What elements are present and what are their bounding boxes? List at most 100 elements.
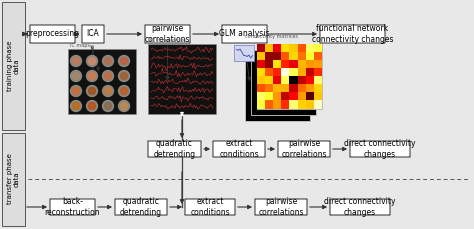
Bar <box>314 60 322 68</box>
Circle shape <box>120 57 128 65</box>
Circle shape <box>120 73 128 79</box>
Circle shape <box>89 103 95 109</box>
Bar <box>257 68 265 76</box>
Circle shape <box>104 57 111 65</box>
Text: extract
conditions: extract conditions <box>190 197 230 217</box>
Bar <box>306 92 314 101</box>
Bar <box>314 84 322 93</box>
Bar <box>265 68 274 76</box>
Text: direct connectivity
changes: direct connectivity changes <box>324 197 396 217</box>
Bar <box>265 60 274 68</box>
Circle shape <box>86 71 98 82</box>
FancyBboxPatch shape <box>350 141 410 157</box>
Circle shape <box>104 103 111 109</box>
Bar <box>314 76 322 85</box>
Bar <box>273 84 282 93</box>
Circle shape <box>73 73 80 79</box>
FancyBboxPatch shape <box>320 25 385 43</box>
Bar <box>257 84 265 93</box>
Bar <box>282 60 290 68</box>
Text: transfer phase
data: transfer phase data <box>7 154 19 204</box>
Bar <box>306 52 314 60</box>
Circle shape <box>71 85 82 96</box>
Bar <box>257 52 265 60</box>
Text: extract
conditions: extract conditions <box>219 139 259 159</box>
Text: ICA: ICA <box>87 30 100 38</box>
Bar <box>265 92 274 101</box>
FancyBboxPatch shape <box>115 199 167 215</box>
Bar <box>265 76 274 85</box>
Circle shape <box>71 71 82 82</box>
Bar <box>290 52 298 60</box>
Circle shape <box>86 101 98 112</box>
Circle shape <box>102 55 113 66</box>
Text: IC maps: IC maps <box>70 43 90 48</box>
Bar <box>257 44 322 109</box>
Bar <box>282 52 290 60</box>
Bar <box>314 44 322 52</box>
Bar <box>265 52 274 60</box>
Bar <box>265 84 274 93</box>
Circle shape <box>73 103 80 109</box>
Bar <box>290 44 298 52</box>
Bar <box>314 100 322 109</box>
Circle shape <box>86 55 98 66</box>
Circle shape <box>118 55 129 66</box>
FancyBboxPatch shape <box>185 199 235 215</box>
Text: IC timecourses: IC timecourses <box>150 38 186 43</box>
Circle shape <box>120 87 128 95</box>
Bar <box>273 60 282 68</box>
Circle shape <box>104 73 111 79</box>
Bar <box>148 44 216 114</box>
Circle shape <box>120 103 128 109</box>
FancyBboxPatch shape <box>1 133 25 226</box>
FancyBboxPatch shape <box>50 199 95 215</box>
Text: pairwise
correlations: pairwise correlations <box>145 24 190 44</box>
Bar <box>290 92 298 101</box>
FancyBboxPatch shape <box>222 25 267 43</box>
Bar <box>306 76 314 85</box>
Bar <box>290 84 298 93</box>
Bar <box>273 100 282 109</box>
Bar <box>257 44 265 52</box>
Circle shape <box>73 87 80 95</box>
FancyBboxPatch shape <box>255 199 307 215</box>
Text: back-
reconstruction: back- reconstruction <box>45 197 100 217</box>
Text: direct connectivity
changes: direct connectivity changes <box>344 139 416 159</box>
Bar <box>306 68 314 76</box>
Bar <box>257 100 265 109</box>
FancyBboxPatch shape <box>330 199 390 215</box>
Bar <box>298 84 306 93</box>
Bar <box>282 44 290 52</box>
Circle shape <box>118 85 129 96</box>
Circle shape <box>118 71 129 82</box>
Bar <box>273 44 282 52</box>
Text: functional network
connectivity changes: functional network connectivity changes <box>312 24 393 44</box>
Text: quadratic
detrending: quadratic detrending <box>120 197 162 217</box>
Bar <box>306 84 314 93</box>
Circle shape <box>71 101 82 112</box>
Bar <box>314 92 322 101</box>
FancyBboxPatch shape <box>278 141 330 157</box>
Bar <box>265 44 274 52</box>
Bar <box>273 68 282 76</box>
Bar <box>290 76 298 85</box>
Bar <box>290 68 298 76</box>
Bar <box>257 60 265 68</box>
Bar <box>314 52 322 60</box>
Text: pairwise
correlations: pairwise correlations <box>281 139 327 159</box>
Bar <box>251 50 316 115</box>
Bar <box>265 100 274 109</box>
Circle shape <box>89 57 95 65</box>
Bar <box>298 76 306 85</box>
Bar <box>298 68 306 76</box>
Bar <box>306 44 314 52</box>
Bar <box>282 92 290 101</box>
Bar <box>245 56 310 121</box>
Bar <box>235 45 255 61</box>
Circle shape <box>73 57 80 65</box>
Bar <box>273 52 282 60</box>
Bar <box>282 76 290 85</box>
FancyBboxPatch shape <box>30 25 75 43</box>
Bar <box>298 100 306 109</box>
